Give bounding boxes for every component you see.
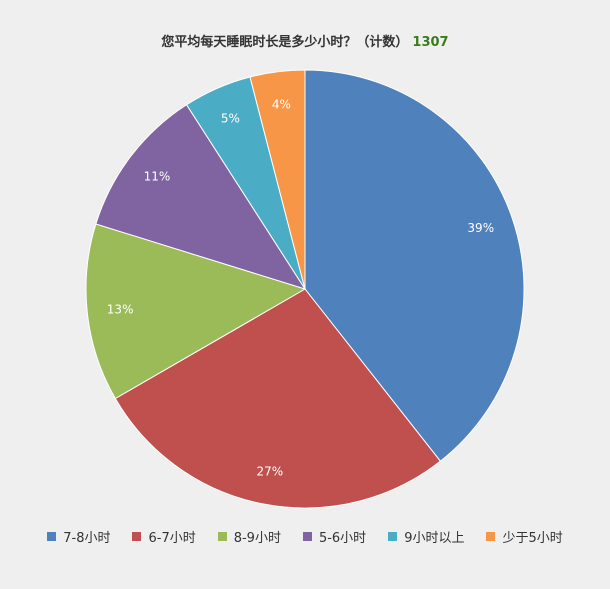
pie-slices	[85, 69, 525, 509]
chart-title-text: 您平均每天睡眠时长是多少小时？（计数）	[161, 35, 409, 50]
legend-label-0: 7-8小时	[63, 531, 111, 546]
legend-item-2[interactable]: 8-9小时	[217, 527, 281, 546]
pie-slice-label-2: 13%	[107, 303, 134, 317]
pie-slice-label-1: 27%	[256, 465, 283, 479]
legend-swatch-1	[132, 532, 142, 541]
legend-swatch-3	[302, 532, 312, 541]
legend-item-4[interactable]: 9小时以上	[388, 527, 464, 546]
pie-slice-label-0: 39%	[467, 221, 494, 235]
legend-item-1[interactable]: 6-7小时	[132, 527, 196, 546]
pie-slice-label-4: 5%	[221, 112, 240, 126]
legend-swatch-2	[217, 532, 227, 541]
chart-title: 您平均每天睡眠时长是多少小时？（计数） 1307	[0, 31, 610, 50]
legend-item-0[interactable]: 7-8小时	[47, 527, 110, 546]
pie-slice-2	[85, 223, 307, 400]
legend-swatch-5	[486, 532, 496, 541]
pie-slice-1	[114, 288, 442, 509]
legend-label-5: 少于5小时	[502, 531, 563, 546]
legend-swatch-4	[388, 532, 398, 541]
legend-label-4: 9小时以上	[404, 531, 465, 546]
pie-slice-3	[95, 104, 307, 290]
legend-label-1: 6-7小时	[148, 531, 196, 546]
pie-slice-label-5: 4%	[272, 97, 291, 111]
legend-label-3: 5-6小时	[318, 531, 367, 546]
legend-item-5[interactable]: 少于5小时	[486, 527, 563, 546]
pie-slice-label-3: 11%	[144, 169, 171, 183]
chart-total-count: 1307	[412, 35, 449, 50]
pie-slice-0	[304, 69, 525, 462]
chart-legend: 7-8小时 6-7小时 8-9小时 5-6小时 9小时以上 少于5小时	[0, 527, 610, 546]
legend-item-3[interactable]: 5-6小时	[302, 527, 367, 546]
pie-slice-5	[249, 69, 306, 290]
pie-slice-labels: 39% 27% 13% 11% 5% 4%	[107, 97, 494, 478]
legend-swatch-0	[47, 532, 57, 541]
legend-label-2: 8-9小时	[233, 531, 281, 546]
